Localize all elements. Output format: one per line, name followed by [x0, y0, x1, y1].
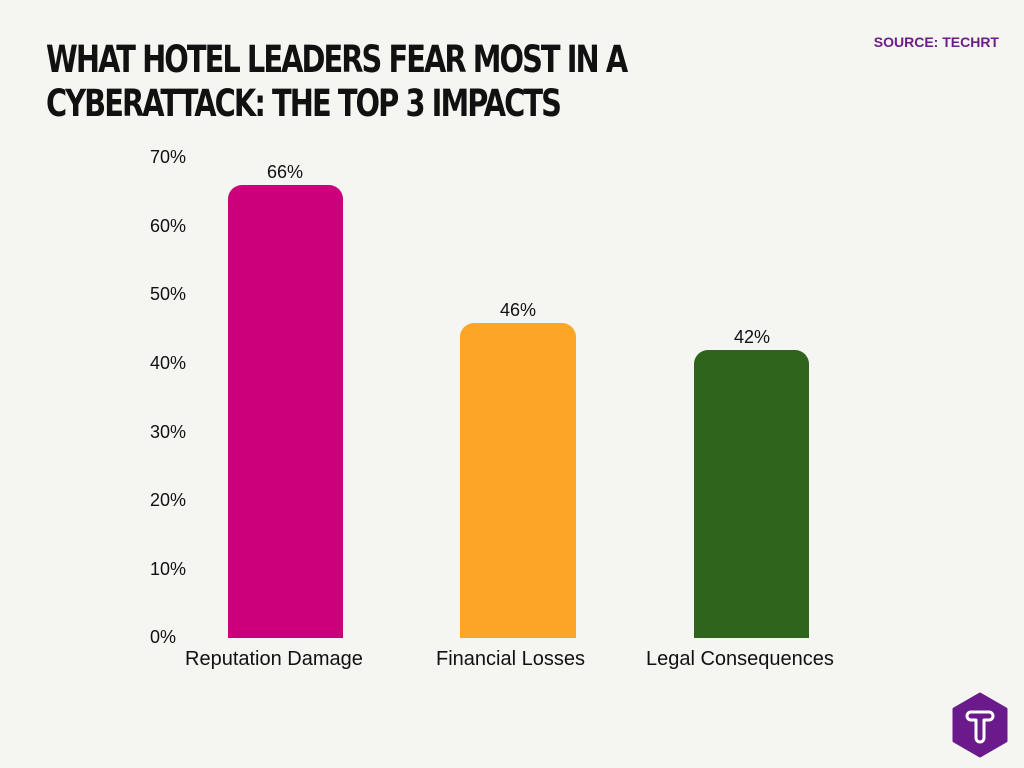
bar-reputation-damage [228, 185, 343, 638]
x-label-reputation: Reputation Damage [185, 648, 363, 670]
y-tick-40: 40% [150, 353, 187, 373]
chart-title-line-1: What hotel leaders fear most in a [46, 38, 628, 81]
y-tick-20: 20% [150, 490, 187, 510]
value-label-financial: 46% [499, 300, 537, 320]
y-tick-50: 50% [150, 284, 187, 304]
chart-title: What hotel leaders fear most in a cybera… [46, 38, 628, 126]
x-label-financial: Financial Losses [436, 648, 585, 670]
value-label-legal: 42% [733, 327, 771, 347]
bar-financial-losses [460, 323, 576, 638]
techrt-logo-icon [951, 692, 1009, 758]
y-tick-60: 60% [150, 216, 187, 236]
y-tick-0: 0% [150, 627, 177, 647]
x-label-legal: Legal Consequences [646, 648, 834, 670]
y-tick-70: 70% [150, 147, 187, 167]
value-label-reputation: 66% [266, 162, 304, 182]
y-tick-10: 10% [150, 559, 187, 579]
y-tick-30: 30% [150, 422, 187, 442]
chart-title-line-2: cyberattack: the top 3 impacts [46, 82, 562, 125]
source-label: SOURCE: TECHRT [873, 34, 999, 50]
bar-legal-consequences [694, 350, 809, 638]
